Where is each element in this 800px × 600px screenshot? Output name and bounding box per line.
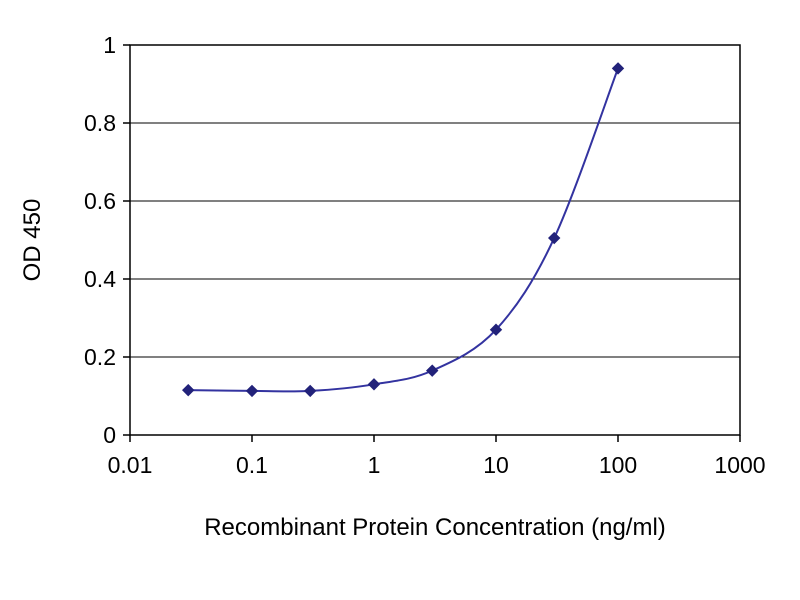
- data-point-marker: [367, 378, 381, 391]
- x-tick-label: 0.01: [108, 452, 153, 478]
- y-tick-label: 0.6: [84, 188, 116, 214]
- data-point-marker: [304, 384, 317, 398]
- x-axis-title: Recombinant Protein Concentration (ng/ml…: [204, 514, 666, 541]
- y-axis-title: OD 450: [19, 199, 46, 282]
- series-line: [188, 68, 619, 393]
- x-tick-label: 0.1: [236, 452, 268, 478]
- data-point-marker: [548, 231, 561, 245]
- y-tick-label: 0.2: [84, 344, 116, 370]
- x-tick-label: 1000: [714, 452, 765, 478]
- y-tick-label: 1: [103, 32, 116, 58]
- y-tick-label: 0.4: [84, 266, 116, 292]
- data-curve: [188, 68, 619, 393]
- x-tick-label: 1: [368, 452, 381, 478]
- data-point-marker: [611, 62, 625, 75]
- gridlines: [130, 44, 740, 358]
- y-tick-label: 0: [103, 422, 116, 448]
- series-markers: [182, 62, 625, 398]
- x-tick-label: 100: [599, 452, 637, 478]
- data-point-marker: [245, 384, 259, 398]
- plot-frame: [129, 44, 741, 436]
- y-tick-label: 0.8: [84, 110, 116, 136]
- data-point-marker: [426, 364, 439, 377]
- tick-labels: 0 0.2 0.4 0.6 0.8 1 0.01 0.1 1 10 100 1000: [84, 32, 766, 478]
- x-tick-label: 10: [483, 452, 509, 478]
- axis-ticks: [123, 44, 741, 442]
- data-point-marker: [182, 383, 195, 397]
- plot-border: [129, 44, 741, 436]
- data-point-marker: [489, 323, 503, 336]
